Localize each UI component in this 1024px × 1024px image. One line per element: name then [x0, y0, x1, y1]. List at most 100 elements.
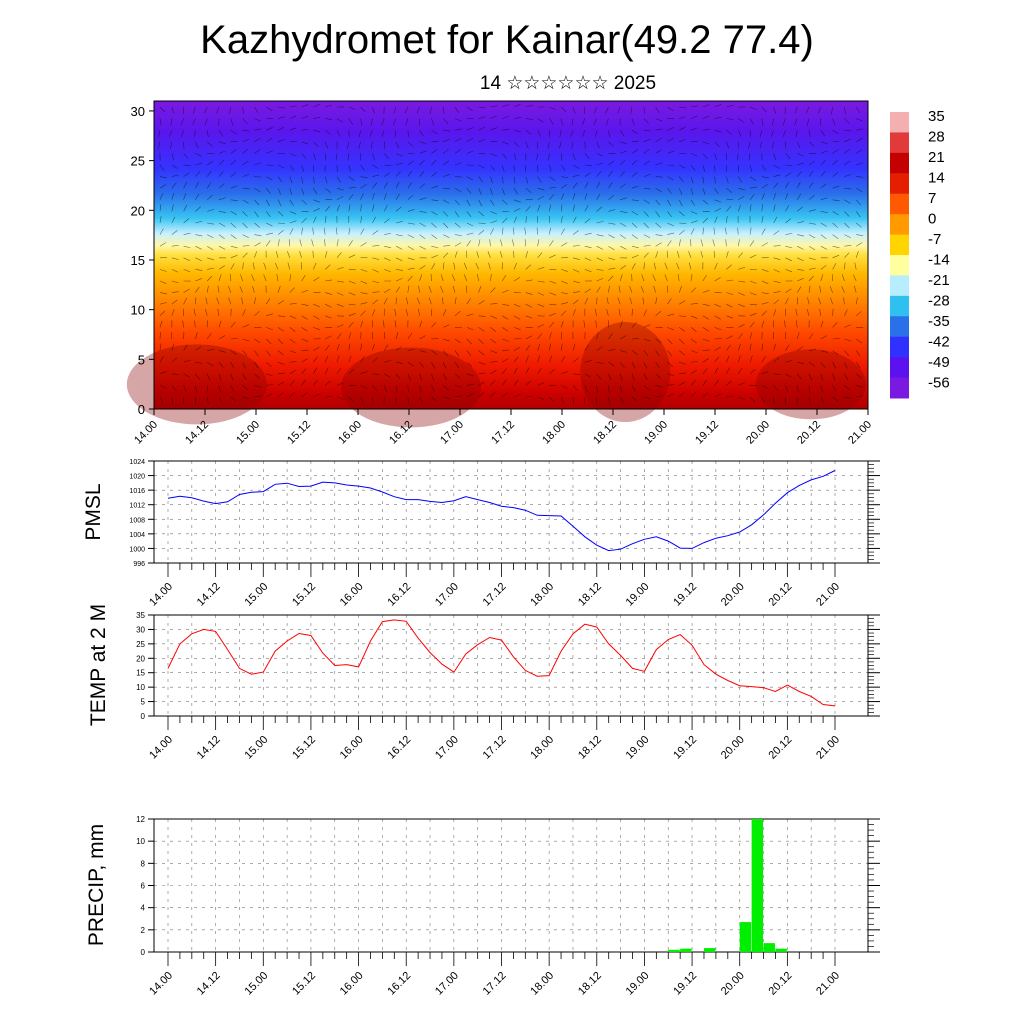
wind-barb [487, 251, 491, 258]
wind-barb [395, 221, 403, 224]
wind-barb [664, 262, 668, 270]
wind-barb [572, 153, 576, 161]
wind-barb [419, 150, 427, 154]
wind-barb [549, 396, 555, 403]
wind-barb [159, 371, 167, 375]
wind-barb [561, 280, 568, 284]
wind-barb [431, 199, 439, 202]
wind-barb [679, 222, 687, 224]
wind-barb [301, 315, 308, 320]
wind-barb [183, 385, 187, 393]
wind-barb [844, 160, 851, 166]
wind-barb [466, 127, 474, 131]
wind-barb [513, 153, 517, 161]
wind-barb [749, 118, 755, 125]
wind-barb [561, 269, 568, 272]
wind-barb [773, 396, 775, 404]
wind-barb [216, 106, 220, 114]
wind-barb [561, 371, 568, 375]
wind-barb [478, 300, 485, 305]
wind-barb [501, 188, 505, 195]
wind-barb [431, 362, 435, 369]
wind-barb [289, 164, 295, 171]
wind-barb [714, 176, 716, 184]
wind-barb [266, 232, 274, 235]
wind-barb [407, 170, 413, 177]
wind-barb [832, 245, 840, 249]
wind-barb [513, 117, 521, 119]
wind-barb [772, 141, 774, 149]
wind-barb [254, 118, 262, 122]
wind-barb [313, 327, 321, 331]
wind-barb [242, 252, 248, 259]
wind-barb [596, 385, 599, 393]
wind-barb [489, 239, 491, 247]
wind-barb [218, 150, 226, 154]
wind-barb [313, 188, 318, 195]
wind-barb [808, 396, 811, 404]
wind-barb [207, 194, 213, 201]
wind-barb [690, 287, 697, 293]
wind-barb [407, 385, 409, 393]
wind-barb [311, 239, 314, 247]
wind-barb [782, 130, 786, 137]
wind-barb [395, 171, 401, 177]
x-tick-label: 18.12 [576, 581, 604, 609]
wind-barb [266, 327, 273, 331]
wind-barb [643, 148, 650, 154]
wind-barb [620, 335, 627, 340]
x-tick-label: 18.00 [528, 734, 556, 762]
wind-barb [844, 174, 852, 177]
wind-barb [265, 240, 271, 247]
wind-barb [181, 130, 184, 137]
wind-barb [679, 106, 687, 109]
wind-barb [773, 245, 781, 247]
wind-barb [454, 385, 462, 388]
wind-barb [513, 141, 520, 148]
wind-barb [360, 164, 365, 171]
wind-barb [572, 257, 580, 260]
wind-barb [407, 349, 415, 351]
y-tick-label: 0 [141, 712, 146, 721]
wind-barb [371, 118, 373, 126]
wind-barb [419, 222, 426, 227]
wind-barb [761, 228, 766, 235]
wind-barb [631, 385, 636, 392]
wind-barb [171, 343, 175, 351]
wind-barb [702, 227, 704, 235]
wind-barb [832, 222, 838, 228]
wind-barb [313, 216, 317, 224]
wind-barb [325, 380, 331, 386]
wind-barb [230, 118, 234, 126]
wind-barb [808, 160, 815, 166]
wind-barb [608, 333, 613, 340]
wind-barb [242, 324, 250, 328]
wind-barb [171, 269, 179, 273]
wind-barb [395, 193, 400, 200]
wind-barb [794, 106, 798, 114]
wind-barb [830, 297, 833, 305]
wind-barb [549, 164, 552, 172]
wind-barb [360, 228, 365, 235]
wind-barb [773, 269, 781, 273]
wind-barb [404, 106, 409, 114]
wind-barb [513, 216, 518, 224]
wind-barb [841, 286, 845, 293]
wind-barb [856, 128, 864, 131]
x-tick-label: 19.12 [671, 581, 699, 609]
wind-barb [277, 230, 284, 235]
wind-barb [525, 264, 532, 270]
wind-barb [171, 182, 177, 189]
wind-barb [277, 199, 282, 207]
wind-barb [466, 240, 471, 247]
wind-barb [277, 350, 284, 356]
wind-barb [466, 313, 474, 317]
wind-barb [230, 234, 237, 240]
wind-barb [785, 385, 789, 393]
wind-barb [726, 335, 733, 340]
wind-barb [608, 170, 613, 177]
wind-barb [525, 141, 529, 149]
wind-barb [370, 141, 373, 149]
wind-barb [667, 327, 675, 331]
wind-barb [714, 141, 720, 148]
